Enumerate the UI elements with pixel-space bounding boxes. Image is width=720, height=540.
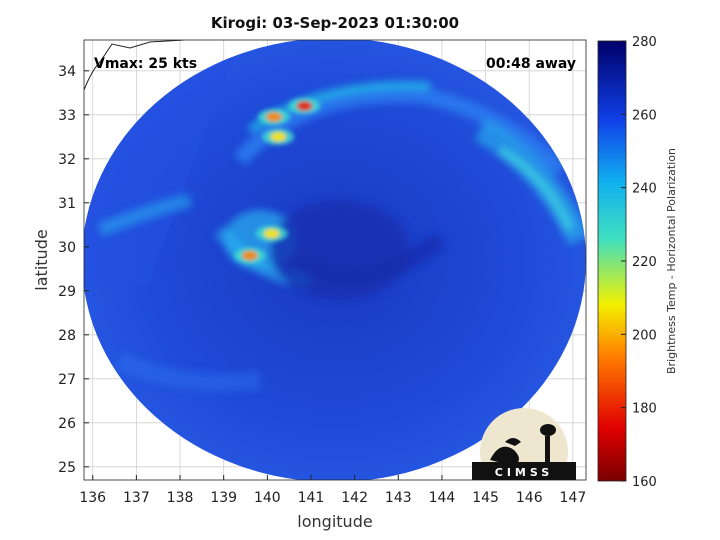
convective-cell bbox=[263, 228, 280, 239]
y-tick-label: 34 bbox=[58, 64, 76, 80]
colorbar-tick-label: 280 bbox=[632, 35, 657, 50]
x-tick-label: 142 bbox=[341, 490, 368, 506]
x-tick-label: 140 bbox=[254, 490, 281, 506]
colorbar-tick-label: 200 bbox=[632, 328, 657, 343]
x-tick-label: 143 bbox=[385, 490, 412, 506]
x-axis: 136 137 138 139 140 141 142 143 144 145 146 147 bbox=[79, 475, 586, 506]
x-tick-label: 141 bbox=[298, 490, 325, 506]
y-tick-label: 32 bbox=[58, 152, 76, 168]
y-tick-label: 29 bbox=[58, 284, 76, 300]
y-axis-title: latitude bbox=[32, 229, 51, 290]
y-tick-label: 25 bbox=[58, 460, 76, 476]
convective-cell bbox=[265, 112, 282, 122]
colorbar-tick-label: 240 bbox=[632, 182, 657, 197]
y-tick-label: 30 bbox=[58, 240, 76, 256]
x-tick-label: 144 bbox=[429, 490, 456, 506]
y-tick-label: 33 bbox=[58, 108, 76, 124]
x-tick-label: 137 bbox=[123, 490, 150, 506]
cimss-logo: CIMSS bbox=[472, 408, 576, 480]
convective-cell bbox=[296, 101, 313, 111]
x-axis-title: longitude bbox=[297, 512, 372, 531]
colorbar-tick-label: 160 bbox=[632, 475, 657, 490]
x-tick-label: 145 bbox=[472, 490, 499, 506]
vmax-label: Vmax: 25 kts bbox=[94, 56, 197, 72]
map-title: Kirogi: 03-Sep-2023 01:30:00 bbox=[210, 14, 460, 32]
x-tick-label: 136 bbox=[79, 490, 106, 506]
y-axis: 25 26 27 28 29 30 31 32 33 34 bbox=[58, 64, 89, 476]
coastline bbox=[84, 40, 185, 91]
cloud-bands bbox=[97, 81, 586, 392]
colorbar-tick-label: 180 bbox=[632, 402, 657, 417]
y-tick-label: 27 bbox=[58, 372, 76, 388]
colorbar: 280 260 240 220 200 180 160 Brightness Temp - … bbox=[597, 35, 678, 490]
colorbar-title: Brightness Temp - Horizontal Polarizatio… bbox=[665, 148, 678, 374]
x-tick-label: 147 bbox=[560, 490, 587, 506]
y-tick-label: 26 bbox=[58, 416, 76, 432]
plot-frame bbox=[83, 39, 587, 481]
convective-cells bbox=[233, 98, 321, 264]
y-tick-label: 31 bbox=[58, 196, 76, 212]
x-tick-label: 138 bbox=[167, 490, 194, 506]
colorbar-tick-label: 220 bbox=[632, 255, 657, 270]
y-tick-label: 28 bbox=[58, 328, 76, 344]
colorbar-tick-label: 260 bbox=[632, 108, 657, 123]
x-tick-label: 139 bbox=[210, 490, 237, 506]
convective-cell bbox=[270, 131, 287, 142]
time-away-label: 00:48 away bbox=[486, 56, 576, 72]
logo-text: CIMSS bbox=[495, 466, 553, 479]
x-tick-label: 146 bbox=[516, 490, 543, 506]
convective-cell bbox=[241, 250, 258, 261]
